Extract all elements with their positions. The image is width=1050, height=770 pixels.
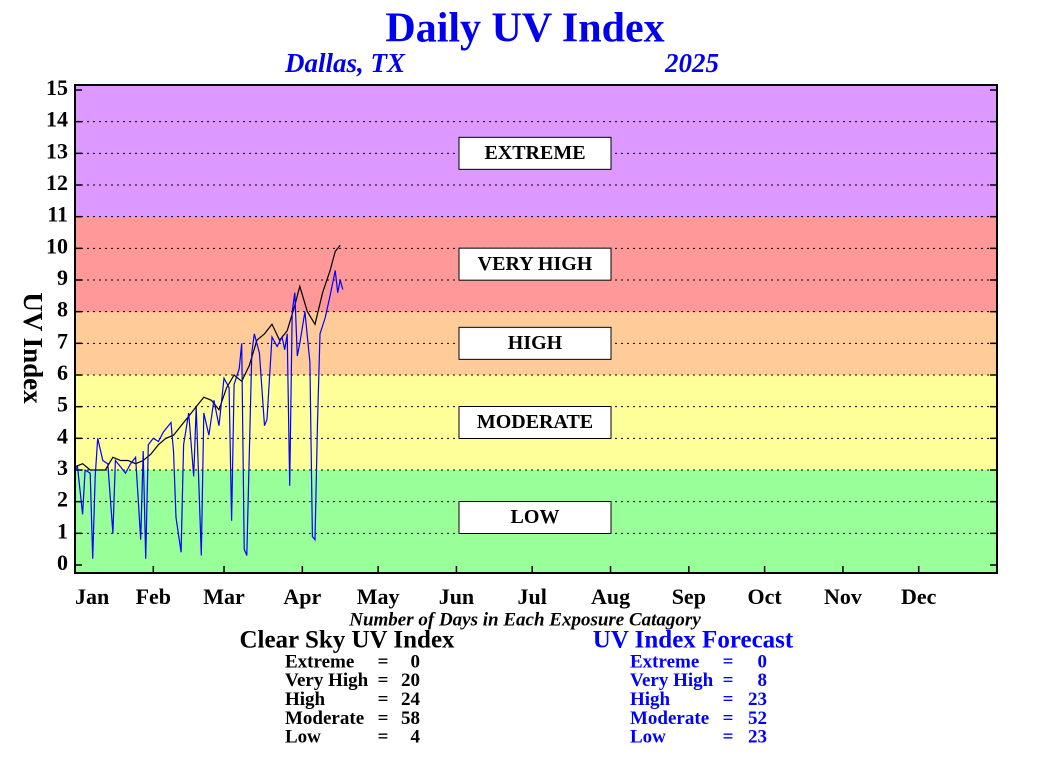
- summary-equals: =: [378, 708, 389, 729]
- summary-label: Low: [285, 727, 321, 748]
- band-label: MODERATE: [477, 411, 593, 433]
- x-tick-label: Nov: [824, 584, 862, 609]
- summary-label: Moderate: [630, 708, 709, 729]
- x-tick-label: Mar: [203, 584, 245, 609]
- band-label-box: [458, 247, 612, 281]
- x-tick-label: Apr: [283, 584, 321, 609]
- summary-value: 24: [401, 689, 421, 710]
- band-label-box: [458, 406, 612, 439]
- y-tick-label: 13: [46, 138, 68, 163]
- summary-value: 52: [748, 708, 767, 729]
- summary-equals: =: [723, 727, 734, 748]
- summary-value: 23: [748, 727, 767, 748]
- summary-value: 0: [411, 651, 421, 672]
- y-tick-label: 11: [47, 202, 68, 227]
- y-tick-label: 9: [57, 265, 68, 290]
- y-tick-label: 14: [46, 107, 68, 132]
- uv-line: [74, 244, 341, 471]
- summary-value: 58: [401, 708, 420, 729]
- x-tick-label: Sep: [672, 584, 706, 609]
- summary-label: Low: [630, 727, 666, 748]
- summary-equals: =: [378, 651, 389, 672]
- summary-equals: =: [378, 689, 389, 710]
- summary-value: 8: [758, 670, 768, 691]
- x-tick-label: Feb: [136, 584, 171, 609]
- y-tick-label: 12: [46, 170, 68, 195]
- summary-equals: =: [723, 651, 734, 672]
- summary-equals: =: [723, 708, 734, 729]
- summary-label: Extreme: [630, 651, 699, 672]
- chart-title: Daily UV Index: [385, 6, 664, 52]
- band-label: HIGH: [508, 332, 563, 354]
- x-tick-label: Jan: [75, 584, 109, 609]
- y-tick-label: 10: [46, 233, 68, 258]
- y-tick-label: 5: [57, 392, 68, 417]
- y-tick-label: 15: [46, 75, 68, 100]
- band-label: VERY HIGH: [478, 253, 593, 275]
- y-tick-label: 0: [57, 550, 68, 575]
- x-tick-label: Dec: [901, 584, 937, 609]
- summary-value: 20: [401, 670, 420, 691]
- summary-label: Extreme: [285, 651, 354, 672]
- band-label-box: [458, 501, 612, 534]
- y-tick-label: 8: [57, 297, 68, 322]
- summary-heading: Clear Sky UV Index: [239, 627, 455, 654]
- x-tick-label: Jun: [439, 584, 474, 609]
- chart-year: 2025: [664, 48, 719, 78]
- summary-label: High: [630, 689, 671, 710]
- band-label: EXTREME: [484, 142, 585, 164]
- x-tick-label: Jul: [518, 584, 547, 609]
- summary-label: High: [285, 689, 326, 710]
- summary-value: 23: [748, 689, 767, 710]
- summary-value: 4: [411, 727, 421, 748]
- band-label-box: [458, 326, 612, 360]
- plot-frame: [74, 84, 998, 574]
- x-tick-label: Aug: [591, 584, 630, 609]
- summary-equals: =: [378, 670, 389, 691]
- band-label-box: [458, 136, 612, 170]
- summary-value: 0: [758, 651, 768, 672]
- y-axis-label: UV Index: [18, 292, 48, 404]
- y-tick-label: 4: [57, 423, 68, 448]
- summary-label: Very High: [285, 670, 369, 691]
- band-label: LOW: [511, 506, 560, 528]
- summary-label: Very High: [630, 670, 714, 691]
- y-tick-label: 6: [57, 360, 68, 385]
- chart-subtitle: Dallas, TX: [284, 48, 406, 78]
- y-tick-label: 2: [57, 487, 68, 512]
- y-tick-label: 7: [57, 328, 68, 353]
- x-tick-label: May: [357, 584, 400, 609]
- x-tick-label: Oct: [748, 584, 783, 609]
- y-tick-label: 3: [57, 455, 68, 480]
- uv-line: [74, 270, 344, 559]
- summary-heading: UV Index Forecast: [593, 627, 794, 654]
- summary-label: Moderate: [285, 708, 364, 729]
- summary-equals: =: [723, 689, 734, 710]
- summary-title: Number of Days in Each Exposure Catagory: [348, 609, 701, 630]
- y-tick-label: 1: [57, 518, 68, 543]
- summary-equals: =: [378, 727, 389, 748]
- summary-equals: =: [723, 670, 734, 691]
